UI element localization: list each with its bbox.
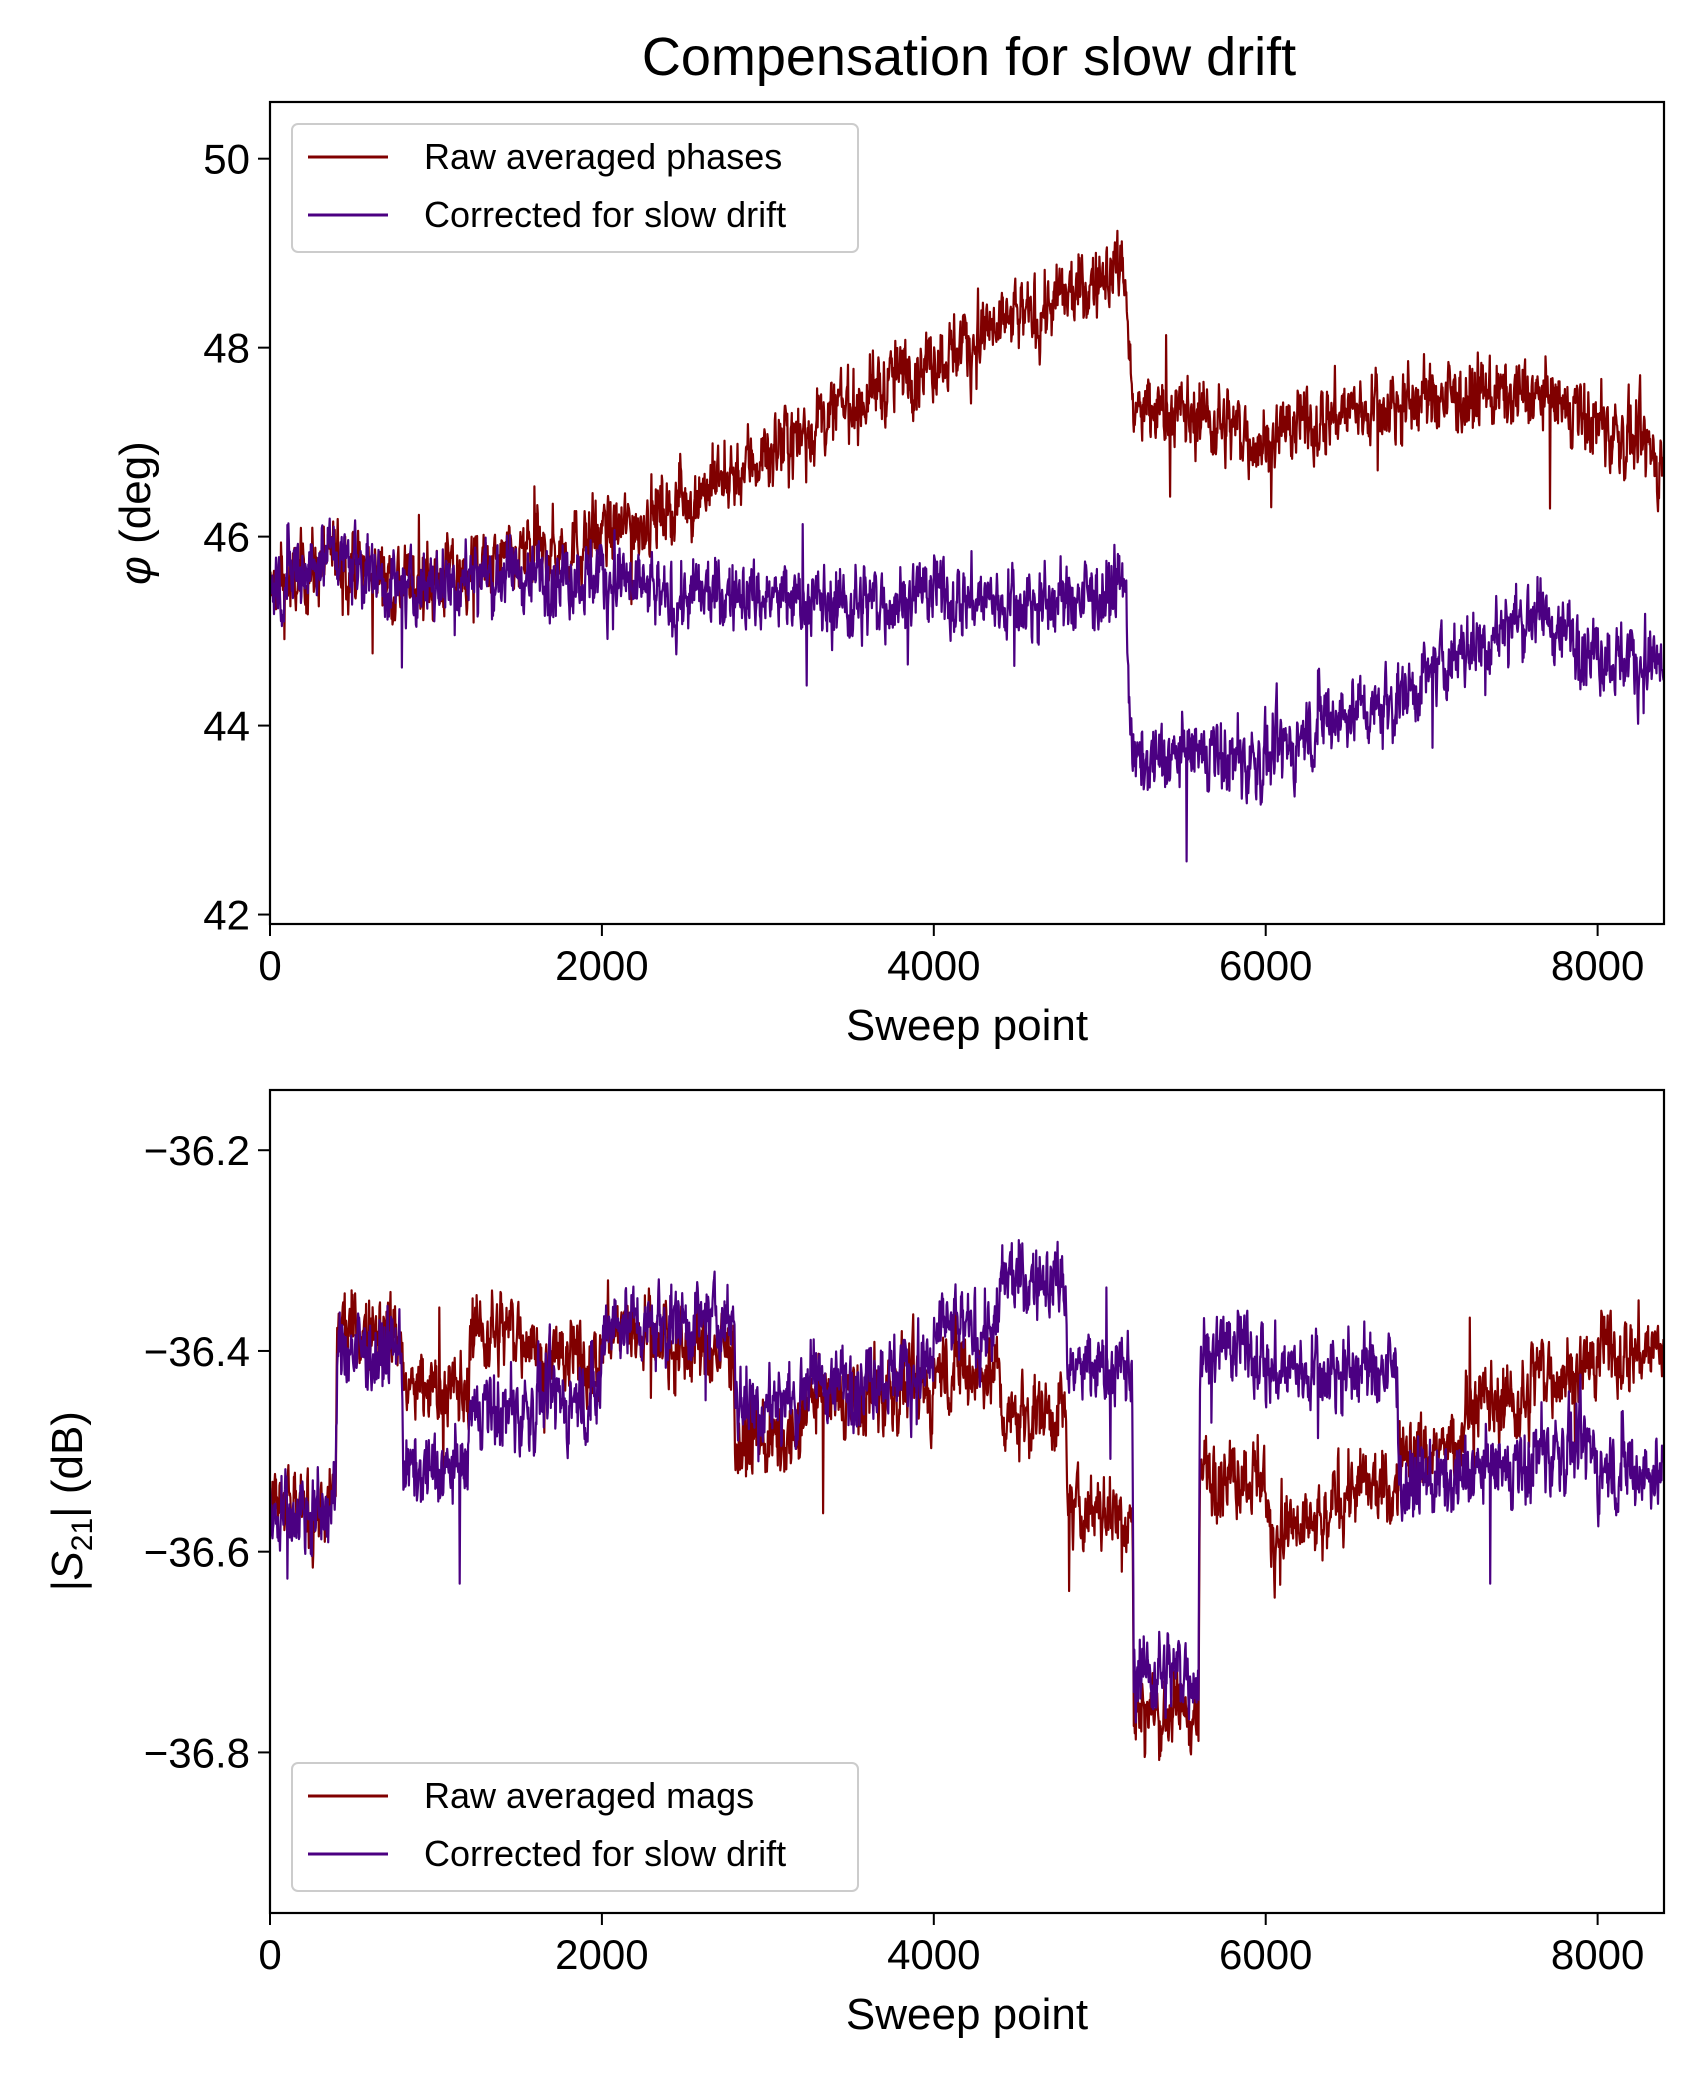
y-tick-label: 44 bbox=[203, 703, 250, 750]
legend-box bbox=[291, 123, 859, 253]
x-tick-label: 8000 bbox=[1551, 942, 1644, 989]
legend: Raw averaged mags Corrected for slow drif… bbox=[291, 1762, 859, 1892]
x-axis-label: Sweep point bbox=[846, 1990, 1088, 2039]
axes-frame bbox=[268, 100, 1666, 926]
x-tick-label: 4000 bbox=[887, 942, 980, 989]
y-tick-label: −36.4 bbox=[144, 1328, 250, 1375]
magnitude-panel: 0 2000 4000 6000 8000 −36.2 −36.4 −36.6 −36.8 Swe… bbox=[43, 1088, 1666, 2039]
x-tick-label: 0 bbox=[258, 1931, 281, 1978]
x-tick-label: 6000 bbox=[1219, 942, 1312, 989]
x-axis-label: Sweep point bbox=[846, 1001, 1088, 1050]
x-tick-label: 8000 bbox=[1551, 1931, 1644, 1978]
legend-entry-label: Raw averaged phases bbox=[424, 136, 782, 177]
y-tick-label: 50 bbox=[203, 136, 250, 183]
legend: Raw averaged phases Corrected for slow dr… bbox=[291, 123, 859, 253]
y-axis-label: |S21| (dB) bbox=[43, 1411, 99, 1592]
series-line-corrected bbox=[270, 1239, 1664, 1724]
x-tick-label: 2000 bbox=[555, 942, 648, 989]
phase-panel: 0 2000 4000 6000 8000 42 44 46 48 50 Sweep point φ … bbox=[111, 100, 1666, 1050]
legend-entry-label: Raw averaged mags bbox=[424, 1775, 754, 1816]
y-tick-label: −36.6 bbox=[144, 1529, 250, 1576]
chart-title: Compensation for slow drift bbox=[642, 27, 1296, 87]
y-tick-label: −36.8 bbox=[144, 1729, 250, 1776]
legend-entry-label: Corrected for slow drift bbox=[424, 1833, 786, 1874]
series-line-raw bbox=[270, 229, 1664, 655]
x-tick-label: 0 bbox=[258, 942, 281, 989]
x-tick-label: 2000 bbox=[555, 1931, 648, 1978]
axes-frame bbox=[268, 1088, 1666, 1915]
legend-box bbox=[291, 1762, 859, 1892]
y-axis-label: φ (deg) bbox=[111, 441, 160, 585]
x-tick-label: 4000 bbox=[887, 1931, 980, 1978]
legend-entry-label: Corrected for slow drift bbox=[424, 194, 786, 235]
y-tick-label: 48 bbox=[203, 325, 250, 372]
y-tick-label: 46 bbox=[203, 514, 250, 561]
series-line-corrected bbox=[270, 517, 1664, 863]
y-tick-label: −36.2 bbox=[144, 1127, 250, 1174]
y-tick-label: 42 bbox=[203, 892, 250, 939]
x-tick-label: 6000 bbox=[1219, 1931, 1312, 1978]
